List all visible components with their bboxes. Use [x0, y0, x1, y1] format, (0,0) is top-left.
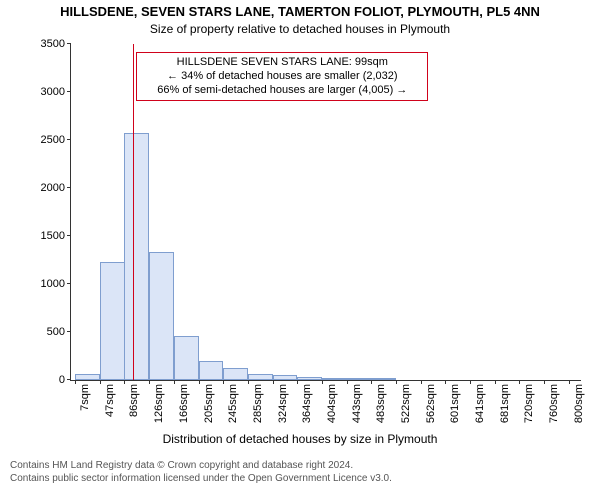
histogram-bar — [347, 378, 372, 380]
x-tick-label: 205sqm — [203, 384, 215, 423]
x-tick-mark — [544, 380, 545, 384]
y-tick-label: 3500 — [41, 38, 71, 50]
y-tick-label: 1500 — [41, 230, 71, 242]
histogram-bar — [322, 378, 347, 380]
y-tick-label: 2000 — [41, 182, 71, 194]
chart-title-line1: HILLSDENE, SEVEN STARS LANE, TAMERTON FO… — [0, 4, 600, 19]
x-tick-mark — [396, 380, 397, 384]
x-tick-mark — [248, 380, 249, 384]
x-tick-label: 166sqm — [178, 384, 190, 423]
x-axis-label: Distribution of detached houses by size … — [0, 432, 600, 446]
y-tick-mark — [67, 379, 71, 380]
x-tick-label: 562sqm — [425, 384, 437, 423]
property-marker-line — [133, 44, 134, 380]
annotation-line: ← 34% of detached houses are smaller (2,… — [143, 69, 421, 83]
footer-line2: Contains public sector information licen… — [10, 473, 392, 486]
x-tick-label: 483sqm — [375, 384, 387, 423]
y-tick-mark — [67, 139, 71, 140]
histogram-bar — [199, 361, 224, 380]
histogram-bar — [149, 252, 174, 380]
histogram-bar — [124, 133, 149, 380]
x-tick-mark — [75, 380, 76, 384]
histogram-bar — [100, 262, 125, 380]
y-tick-mark — [67, 91, 71, 92]
x-tick-label: 245sqm — [227, 384, 239, 423]
histogram-bar — [371, 378, 396, 380]
x-tick-mark — [470, 380, 471, 384]
y-tick-label: 500 — [47, 326, 71, 338]
y-tick-mark — [67, 235, 71, 236]
histogram-bar — [174, 336, 199, 380]
x-tick-label: 641sqm — [474, 384, 486, 423]
footer-attribution: Contains HM Land Registry data © Crown c… — [10, 460, 392, 485]
histogram-bar — [75, 374, 100, 380]
x-tick-label: 126sqm — [153, 384, 165, 423]
x-tick-label: 364sqm — [301, 384, 313, 423]
annotation-line: 66% of semi-detached houses are larger (… — [143, 83, 421, 97]
x-tick-mark — [371, 380, 372, 384]
x-tick-mark — [124, 380, 125, 384]
x-tick-label: 404sqm — [326, 384, 338, 423]
x-tick-label: 601sqm — [449, 384, 461, 423]
x-tick-label: 7sqm — [79, 384, 91, 411]
histogram-bar — [248, 374, 273, 380]
x-tick-label: 285sqm — [252, 384, 264, 423]
x-tick-mark — [445, 380, 446, 384]
x-tick-mark — [519, 380, 520, 384]
y-tick-label: 0 — [59, 374, 71, 386]
x-tick-mark — [569, 380, 570, 384]
x-tick-mark — [347, 380, 348, 384]
footer-line1: Contains HM Land Registry data © Crown c… — [10, 460, 392, 473]
y-tick-label: 3000 — [41, 86, 71, 98]
x-tick-mark — [223, 380, 224, 384]
y-tick-mark — [67, 187, 71, 188]
plot-area: 05001000150020002500300035007sqm47sqm86s… — [70, 44, 581, 381]
x-tick-mark — [421, 380, 422, 384]
y-tick-label: 2500 — [41, 134, 71, 146]
y-tick-mark — [67, 43, 71, 44]
x-tick-label: 47sqm — [104, 384, 116, 417]
x-tick-mark — [100, 380, 101, 384]
x-tick-mark — [149, 380, 150, 384]
x-tick-label: 86sqm — [128, 384, 140, 417]
chart-container: { "layout": { "width": 600, "height": 50… — [0, 0, 600, 500]
histogram-bar — [297, 377, 322, 380]
x-tick-mark — [273, 380, 274, 384]
chart-title-line2: Size of property relative to detached ho… — [0, 22, 600, 36]
x-tick-mark — [322, 380, 323, 384]
y-tick-mark — [67, 283, 71, 284]
histogram-bar — [223, 368, 248, 380]
x-tick-mark — [174, 380, 175, 384]
x-tick-label: 443sqm — [351, 384, 363, 423]
histogram-bar — [273, 375, 298, 380]
annotation-box: HILLSDENE SEVEN STARS LANE: 99sqm← 34% o… — [136, 52, 428, 101]
x-tick-label: 720sqm — [523, 384, 535, 423]
x-tick-label: 522sqm — [400, 384, 412, 423]
x-tick-mark — [495, 380, 496, 384]
x-tick-label: 760sqm — [548, 384, 560, 423]
annotation-line: HILLSDENE SEVEN STARS LANE: 99sqm — [143, 55, 421, 69]
x-tick-mark — [199, 380, 200, 384]
x-tick-mark — [297, 380, 298, 384]
x-tick-label: 800sqm — [573, 384, 585, 423]
x-tick-label: 681sqm — [499, 384, 511, 423]
y-tick-label: 1000 — [41, 278, 71, 290]
y-tick-mark — [67, 331, 71, 332]
x-tick-label: 324sqm — [277, 384, 289, 423]
